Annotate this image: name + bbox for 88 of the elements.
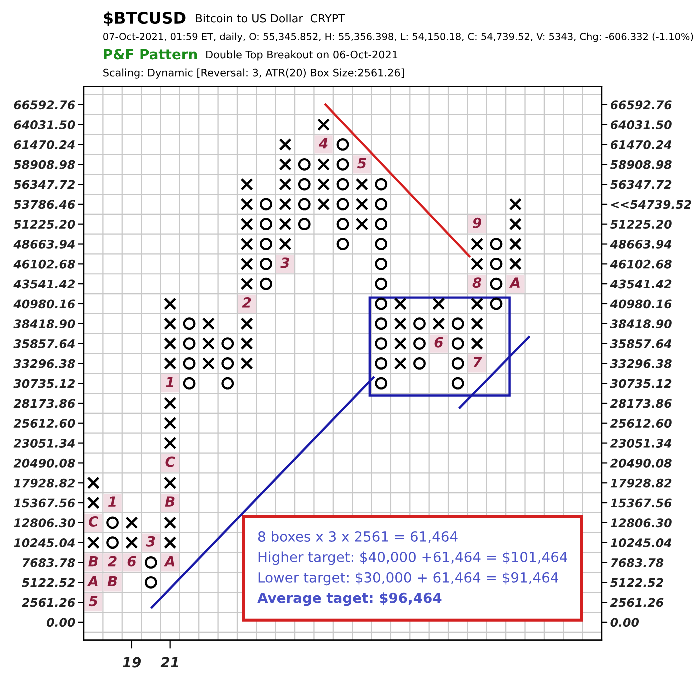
- y2-tick-label: 23051.34: [610, 439, 672, 448]
- annotation: A: [87, 576, 98, 586]
- y-tick-label: 51225.20: [14, 220, 76, 230]
- annotation: 6: [128, 556, 136, 567]
- y2-tick-label: <<54739.52: [612, 200, 692, 210]
- annotation: Lower target: $30,000 + 61,464 = $91,464: [258, 572, 558, 586]
- y2-tick-label: 35857.64: [610, 340, 672, 348]
- y-tick-label: 15367.56: [14, 498, 76, 508]
- annotation: B: [165, 496, 175, 507]
- y-tick-label: 30735.12: [14, 379, 76, 388]
- y-tick-label: 28173.86: [14, 399, 76, 408]
- y2-tick-label: 15367.56: [610, 498, 672, 508]
- y-tick-label: 0.00: [46, 618, 76, 628]
- y-tick-label: 38418.90: [14, 320, 76, 329]
- y2-tick-label: 5122.52: [610, 578, 664, 588]
- y2-tick-label: 40980.16: [610, 300, 672, 309]
- y-tick-label: 33296.38: [14, 359, 76, 368]
- annotation: 3: [280, 258, 290, 268]
- y2-tick-label: 46102.68: [610, 260, 672, 269]
- y2-tick-label: 17928.82: [610, 478, 672, 488]
- annotation: C: [88, 516, 99, 527]
- annotation: 6: [434, 337, 444, 348]
- y-tick-label: 7683.78: [22, 558, 76, 568]
- y2-tick-label: 30735.12: [610, 379, 672, 388]
- y-tick-label: 10245.04: [14, 538, 75, 548]
- y-tick-label: 53786.46: [14, 200, 76, 210]
- annotation: A: [509, 278, 520, 288]
- y2-tick-label: 7683.78: [611, 558, 664, 568]
- y-tick-label: 25612.60: [14, 419, 76, 428]
- y2-tick-label: 66592.76: [610, 100, 672, 110]
- annotation: 9: [473, 218, 482, 228]
- x-tick-label: 19: [122, 657, 142, 668]
- y2-tick-label: 25612.60: [610, 419, 672, 428]
- annotation: 3: [146, 536, 156, 547]
- annotation: 7: [474, 357, 482, 368]
- chart-title: $BTCUSD: [104, 12, 186, 26]
- y2-tick-label: 48663.94: [610, 240, 672, 249]
- annotation: 8: [472, 278, 482, 288]
- y-tick-label: 17928.82: [14, 478, 76, 488]
- y2-tick-label: 0.00: [610, 618, 640, 628]
- y2-tick-label: 43541.42: [610, 280, 672, 289]
- text: P&F Pattern: [104, 49, 198, 60]
- annotation: 2: [242, 298, 252, 308]
- annotation: 1: [108, 496, 116, 507]
- annotation: 8 boxes x 3 x 2561 = 61,464: [258, 531, 458, 544]
- annotation: 5: [88, 596, 98, 607]
- y2-tick-label: 28173.86: [610, 399, 672, 408]
- annotation: Average taget: $96,464: [258, 592, 442, 606]
- text: 07-Oct-2021, 01:59 ET, daily, O: 55,345.852, H: 55,356.398, L: 54,150.18, C: 54,739.52, V: 5343, Chg: -606.332 (-1.10%): [104, 32, 694, 42]
- annotation: A: [164, 556, 175, 567]
- text: Double Top Breakout on 06-Oct-2021: [206, 50, 398, 61]
- y2-tick-label: 20490.08: [610, 458, 672, 468]
- y2-tick-label: 2561.26: [610, 598, 664, 608]
- y-tick-label: 64031.50: [14, 120, 76, 130]
- y-tick-label: 2561.26: [22, 598, 76, 608]
- y-tick-label: 12806.30: [14, 518, 76, 528]
- annotation: 1: [166, 377, 174, 388]
- annotation: 5: [358, 158, 366, 169]
- y2-tick-label: 61470.24: [610, 140, 672, 150]
- y2-tick-label: 56347.72: [610, 180, 672, 190]
- annotation: B: [88, 556, 98, 567]
- annotation: 2: [108, 556, 117, 567]
- y-tick-label: 46102.68: [14, 260, 76, 269]
- y2-tick-label: 33296.38: [610, 359, 672, 368]
- y2-tick-label: 38418.90: [610, 320, 672, 329]
- y-tick-label: 43541.42: [14, 280, 76, 289]
- y-tick-label: 61470.24: [14, 140, 75, 150]
- y2-tick-label: 51225.20: [610, 220, 672, 230]
- annotation: 4: [318, 138, 328, 149]
- text: Scaling: Dynamic [Reversal: 3, ATR(20) Box Size:2561.26]: [104, 68, 404, 79]
- y-tick-label: 56347.72: [14, 180, 76, 190]
- y-tick-label: 35857.64: [14, 340, 75, 348]
- annotation: B: [108, 576, 118, 586]
- y-tick-label: 40980.16: [14, 300, 76, 309]
- y-tick-label: 48663.94: [14, 240, 75, 249]
- y-tick-label: 58908.98: [14, 160, 76, 170]
- y-tick-label: 23051.34: [14, 439, 75, 448]
- y-tick-label: 66592.76: [14, 100, 76, 110]
- chart-subtitle: Bitcoin to US Dollar CRYPT: [196, 14, 346, 23]
- y2-tick-label: 64031.50: [610, 120, 672, 130]
- y-tick-label: 20490.08: [14, 458, 76, 468]
- annotation: C: [166, 456, 176, 468]
- y-tick-label: 5122.52: [22, 578, 76, 588]
- y2-tick-label: 10245.04: [610, 538, 672, 548]
- x-tick-label: 21: [160, 657, 178, 668]
- annotation: Higher target: $40,000 +61,464 = $101,464: [258, 552, 568, 566]
- y2-tick-label: 58908.98: [610, 160, 672, 170]
- y2-tick-label: 12806.30: [610, 518, 672, 528]
